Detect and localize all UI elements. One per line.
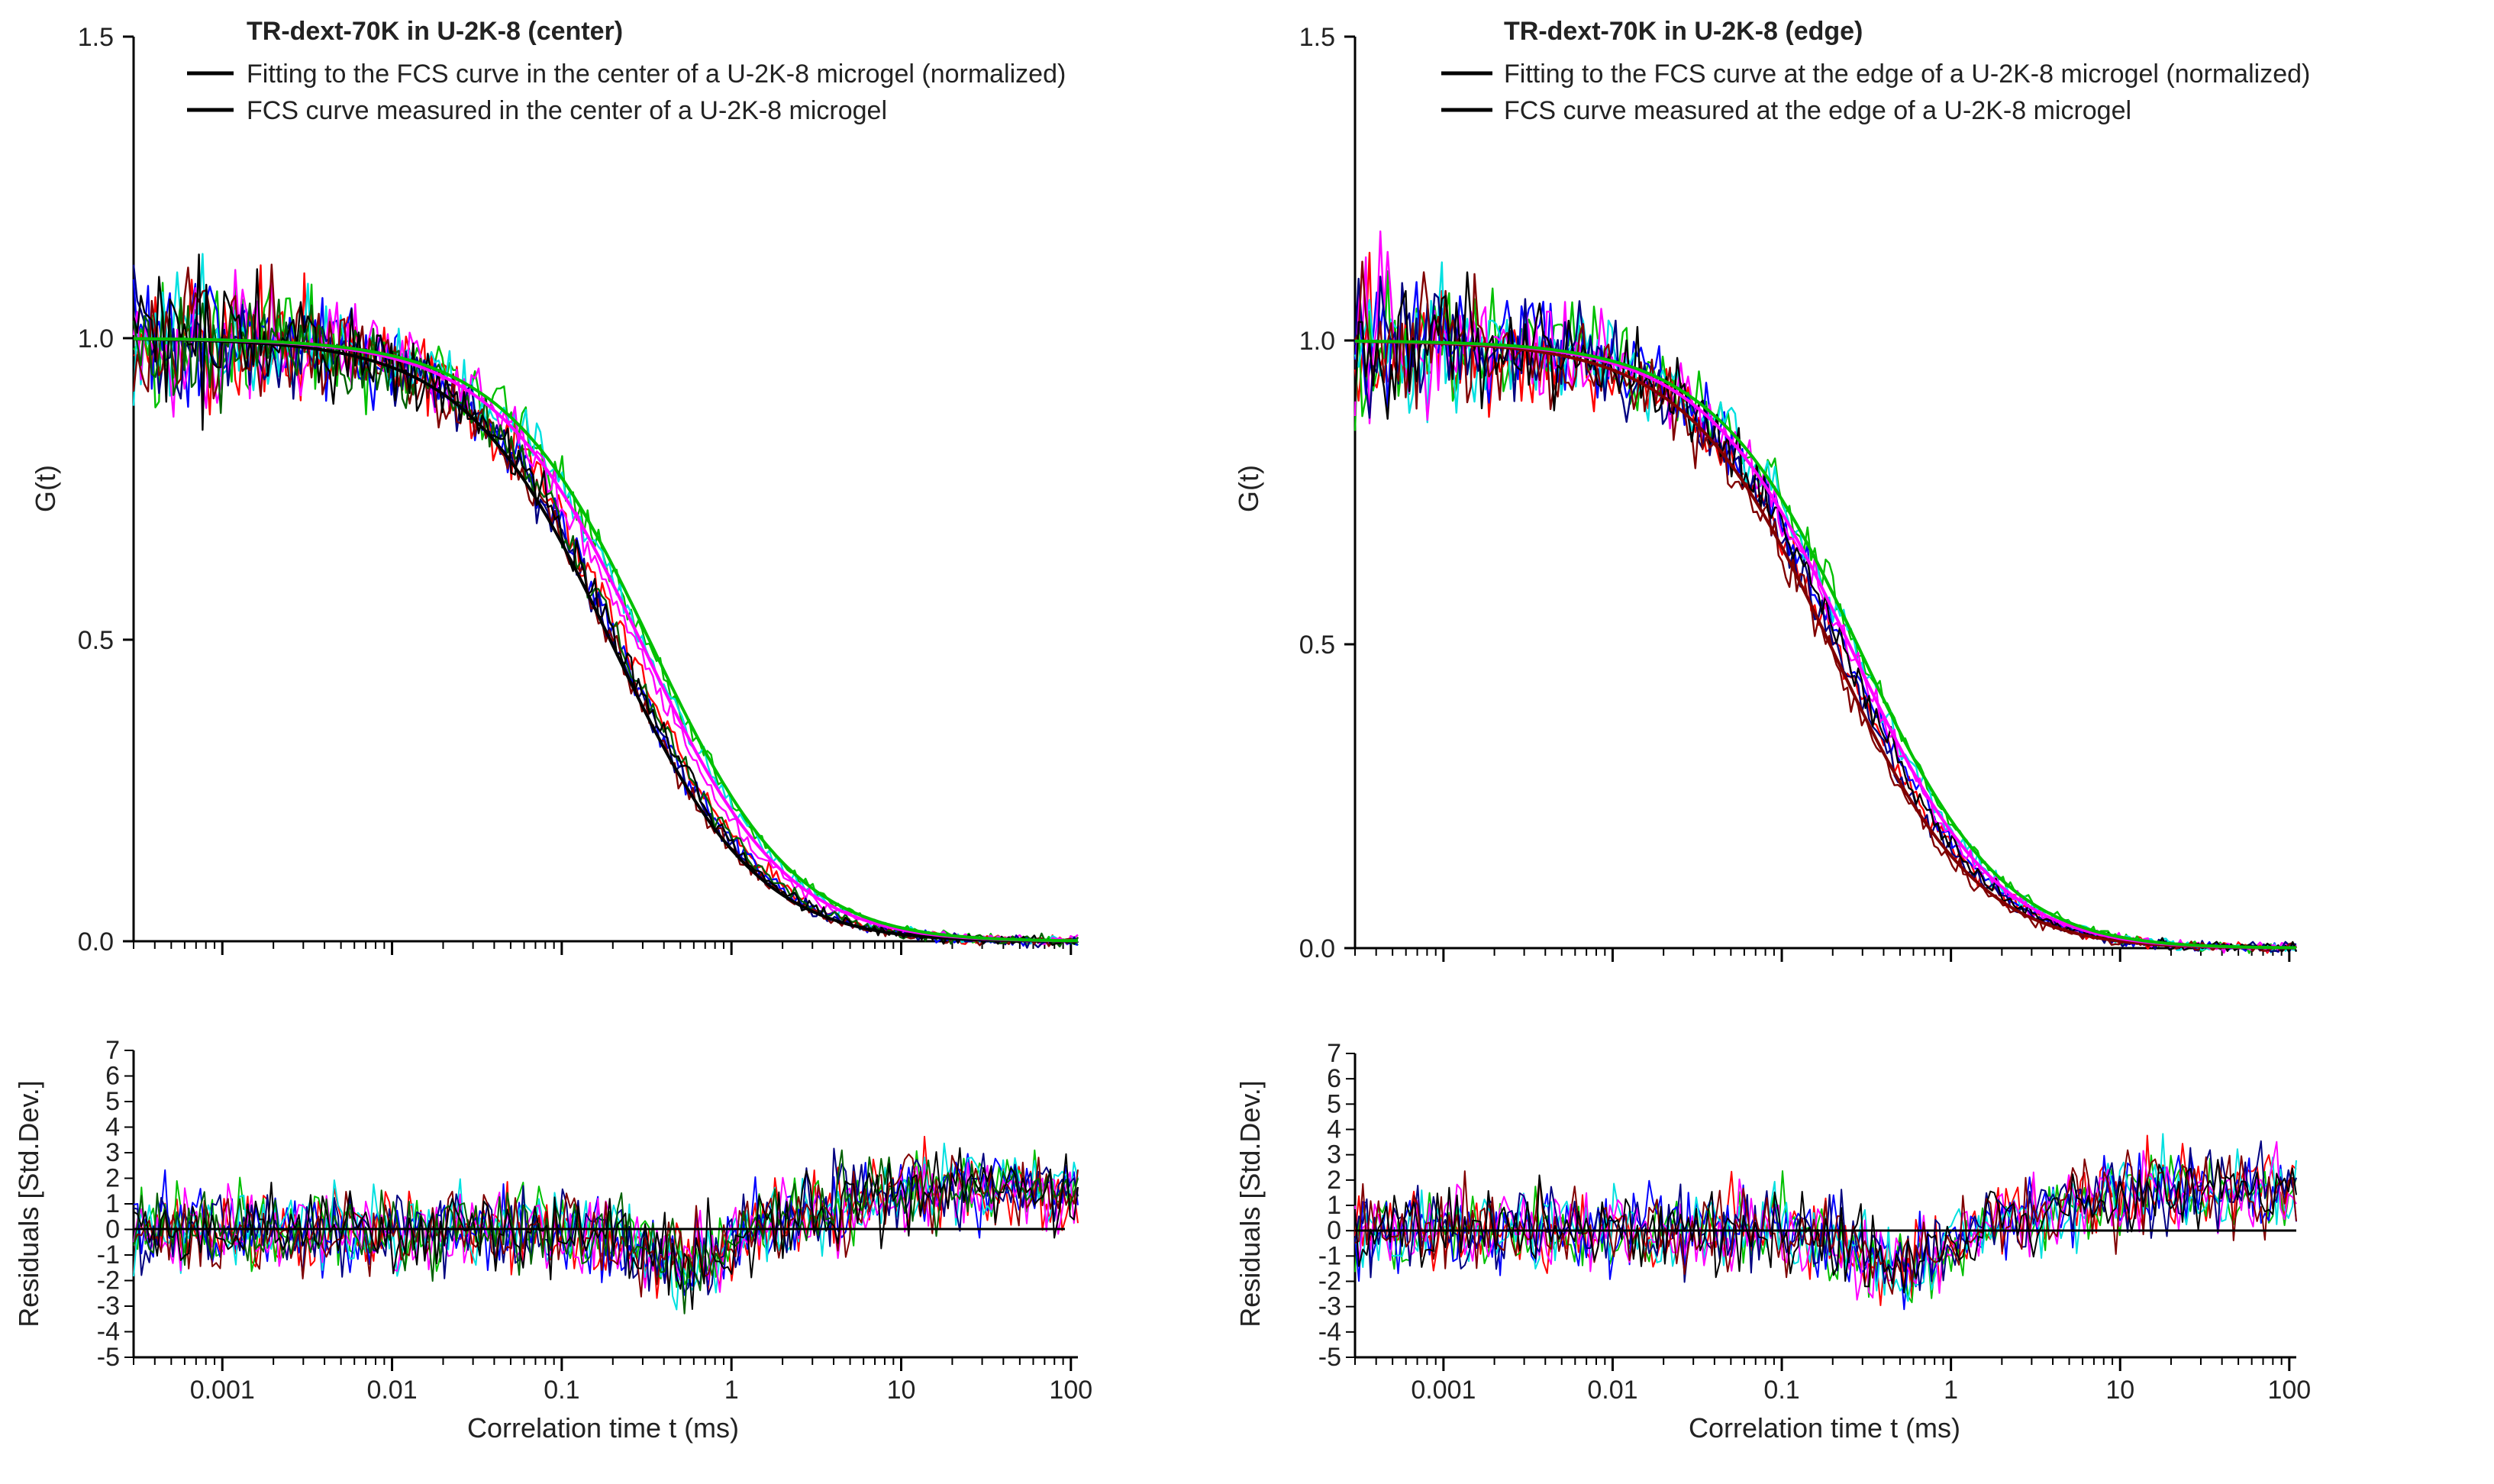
residual-y-tick-label: 4 bbox=[1327, 1115, 1341, 1144]
legend-title: TR-dext-70K in U-2K-8 (center) bbox=[247, 17, 623, 46]
y-axis-label: G(t) bbox=[30, 465, 61, 512]
residual-y-tick-label: 6 bbox=[105, 1062, 120, 1091]
residual-trace-8 bbox=[133, 1147, 1079, 1310]
y-tick-label: 1.0 bbox=[78, 324, 114, 353]
panel-center: 0.0 0.5 1.0 1.5 G(t) TR-dext-70K in U-2K-8 … bbox=[13, 17, 1092, 1444]
residual-y-tick-label: -1 bbox=[97, 1240, 120, 1269]
legend-edge: TR-dext-70K in U-2K-8 (edge) Fitting to … bbox=[1441, 17, 2310, 125]
residual-trace-1 bbox=[133, 1149, 1079, 1289]
residual-y-axis-label: Residuals [Std.Dev.] bbox=[1234, 1080, 1266, 1327]
legend-title: TR-dext-70K in U-2K-8 (edge) bbox=[1504, 17, 1863, 46]
residual-x-ticks: 0.001 0.01 0.1 1 10 100 bbox=[1354, 1357, 2311, 1405]
legend-entry-measured: FCS curve measured at the edge of a U-2K… bbox=[1504, 96, 2131, 125]
residual-y-tick-label: -2 bbox=[1318, 1267, 1341, 1296]
residual-y-tick-label: 3 bbox=[1327, 1140, 1341, 1169]
curves bbox=[132, 253, 1079, 949]
y-tick-label: 1.0 bbox=[1299, 327, 1335, 356]
y-tick-label: 1.5 bbox=[1299, 23, 1335, 52]
residual-y-tick-label: -3 bbox=[97, 1292, 120, 1321]
legend-entry-fit: Fitting to the FCS curve in the center o… bbox=[247, 60, 1066, 89]
residual-y-tick-label: -4 bbox=[97, 1318, 120, 1347]
residual-curves bbox=[133, 1135, 1079, 1315]
x-tick-label: 0.1 bbox=[544, 1376, 579, 1405]
x-tick-label: 10 bbox=[2105, 1376, 2134, 1405]
residual-y-tick-label: 7 bbox=[1327, 1039, 1341, 1068]
y-ticks: 0.0 0.5 1.0 1.5 bbox=[78, 23, 134, 957]
legend-center: TR-dext-70K in U-2K-8 (center) Fitting t… bbox=[187, 17, 1066, 125]
panel-edge: 0.0 0.5 1.0 1.5 G(t) TR-dext-70K in U-2K-8 … bbox=[1233, 17, 2311, 1444]
residual-y-axis-label: Residuals [Std.Dev.] bbox=[13, 1080, 44, 1327]
residual-y-tick-label: 6 bbox=[1327, 1064, 1341, 1093]
y-axis-label: G(t) bbox=[1233, 465, 1264, 512]
x-axis-label: Correlation time t (ms) bbox=[1689, 1412, 1960, 1444]
x-tick-label: 0.01 bbox=[1587, 1376, 1637, 1405]
x-tick-label: 1 bbox=[724, 1376, 739, 1405]
fit-curve-10 bbox=[1354, 339, 2297, 950]
residual-y-tick-label: 0 bbox=[105, 1215, 120, 1244]
residual-y-tick-label: 3 bbox=[105, 1138, 120, 1167]
residual-trace-7 bbox=[1354, 1159, 2297, 1294]
residual-y-tick-label: 1 bbox=[105, 1189, 120, 1218]
residual-y-tick-label: -5 bbox=[1318, 1343, 1341, 1372]
x-tick-label: 0.1 bbox=[1763, 1376, 1799, 1405]
fit-curve-9 bbox=[133, 337, 1078, 943]
x-tick-label: 0.001 bbox=[1411, 1376, 1476, 1405]
legend-entry-measured: FCS curve measured in the center of a U-… bbox=[247, 96, 887, 125]
residual-y-tick-label: 7 bbox=[105, 1036, 120, 1065]
residual-y-tick-label: 4 bbox=[105, 1113, 120, 1142]
residual-trace-5 bbox=[1354, 1140, 2297, 1292]
residual-y-tick-label: -4 bbox=[1318, 1318, 1341, 1347]
y-tick-label: 1.5 bbox=[78, 23, 114, 52]
fit-curve-8 bbox=[1354, 340, 2296, 950]
fit-curve-11 bbox=[134, 337, 1078, 943]
residual-y-tick-label: -5 bbox=[97, 1343, 120, 1372]
residual-trace-6 bbox=[133, 1153, 1079, 1298]
x-tick-label: 0.001 bbox=[190, 1376, 255, 1405]
x-tick-label: 1 bbox=[1944, 1376, 1958, 1405]
x-axis-label: Correlation time t (ms) bbox=[467, 1412, 739, 1444]
residual-y-tick-label: -1 bbox=[1318, 1241, 1341, 1270]
x-tick-label: 0.01 bbox=[366, 1376, 417, 1405]
residual-trace-3 bbox=[1354, 1133, 2297, 1302]
residual-x-ticks: 0.001 0.01 0.1 1 10 100 bbox=[133, 1357, 1092, 1405]
residual-trace-6 bbox=[1354, 1149, 2297, 1295]
residual-y-tick-label: 2 bbox=[1327, 1166, 1341, 1195]
residual-y-tick-label: 2 bbox=[105, 1164, 120, 1193]
y-tick-label: 0.0 bbox=[78, 928, 114, 957]
x-tick-label: 10 bbox=[887, 1376, 916, 1405]
residual-y-tick-label: 1 bbox=[1327, 1191, 1341, 1220]
x-ticks bbox=[133, 941, 1073, 955]
legend-entry-fit: Fitting to the FCS curve at the edge of … bbox=[1504, 60, 2310, 89]
y-ticks: 0.0 0.5 1.0 1.5 bbox=[1299, 23, 1355, 963]
main-plot-edge: 0.0 0.5 1.0 1.5 G(t) bbox=[1233, 23, 2298, 963]
residual-y-tick-label: 5 bbox=[1327, 1089, 1341, 1118]
y-tick-label: 0.5 bbox=[1299, 631, 1335, 660]
residual-y-tick-label: -2 bbox=[97, 1266, 120, 1295]
curves bbox=[1353, 230, 2298, 954]
residual-y-tick-label: -3 bbox=[1318, 1292, 1341, 1321]
x-tick-label: 100 bbox=[1049, 1376, 1092, 1405]
residual-y-tick-label: 5 bbox=[105, 1087, 120, 1116]
residual-y-tick-label: 0 bbox=[1327, 1216, 1341, 1245]
main-plot-center: 0.0 0.5 1.0 1.5 G(t) bbox=[30, 23, 1079, 957]
y-tick-label: 0.5 bbox=[78, 626, 114, 655]
residual-trace-5 bbox=[133, 1147, 1079, 1295]
x-tick-label: 100 bbox=[2267, 1376, 2311, 1405]
y-tick-label: 0.0 bbox=[1299, 934, 1335, 963]
